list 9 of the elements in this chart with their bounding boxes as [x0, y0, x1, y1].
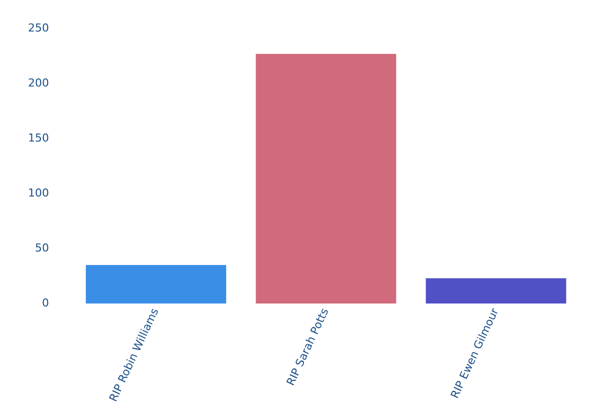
- y-tick-label: 50: [34, 241, 49, 254]
- y-tick-label: 0: [42, 296, 49, 310]
- y-tick-label: 100: [28, 186, 49, 200]
- bar: [426, 278, 566, 304]
- bar: [86, 264, 226, 304]
- y-tick-label: 150: [28, 131, 49, 144]
- y-tick-label: 200: [28, 76, 49, 90]
- bar: [256, 54, 396, 304]
- y-tick-label: 250: [28, 21, 49, 34]
